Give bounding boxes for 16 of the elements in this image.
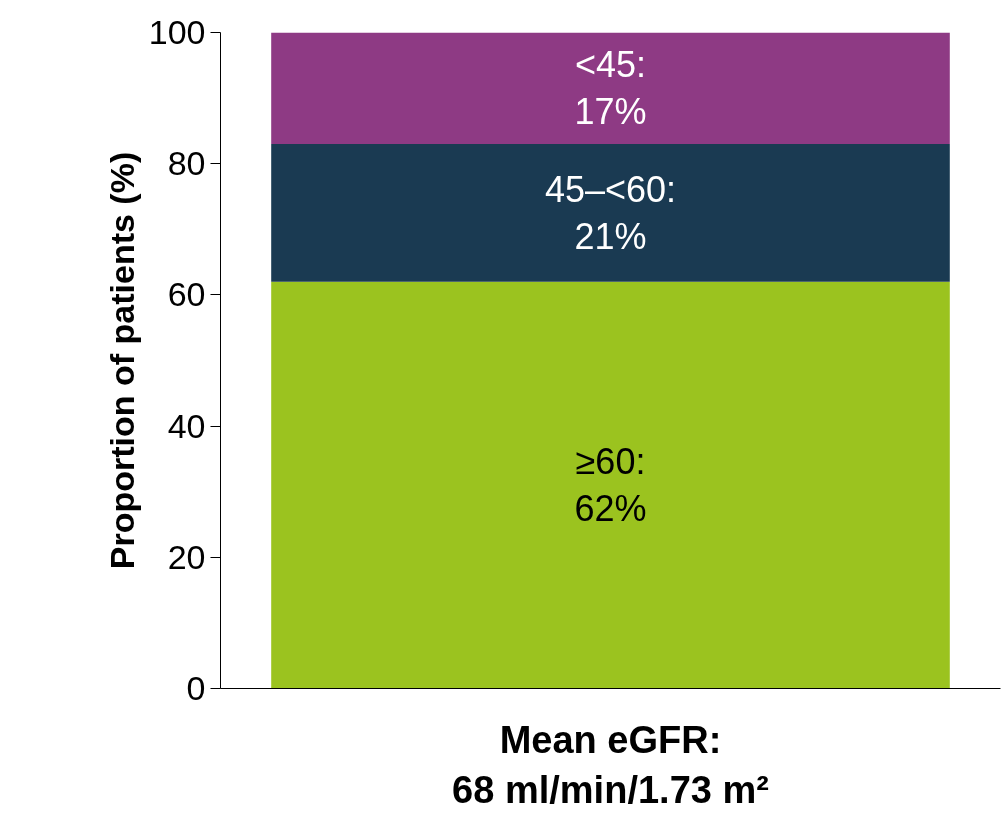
series-label: <45: <box>574 44 647 86</box>
data-label: 17% <box>574 91 647 133</box>
data-label: 21% <box>574 215 647 257</box>
bar <box>271 144 950 282</box>
y-axis-title: Proportion of patients (%) <box>102 151 141 570</box>
bar <box>271 32 950 145</box>
y-tick-label: 20 <box>167 537 206 576</box>
series-label: ≥60: <box>575 441 646 483</box>
x-axis-title: Mean eGFR: 68 ml/min/1.73 m² <box>452 718 769 811</box>
y-tick-label: 60 <box>167 275 206 314</box>
y-tick-label: 80 <box>167 144 206 183</box>
series-label: 45–<60: <box>544 168 677 210</box>
y-tick-label: 100 <box>148 13 206 51</box>
data-label: 62% <box>574 488 647 530</box>
y-tick-label: 0 <box>186 669 206 707</box>
y-tick-label: 40 <box>167 406 206 445</box>
